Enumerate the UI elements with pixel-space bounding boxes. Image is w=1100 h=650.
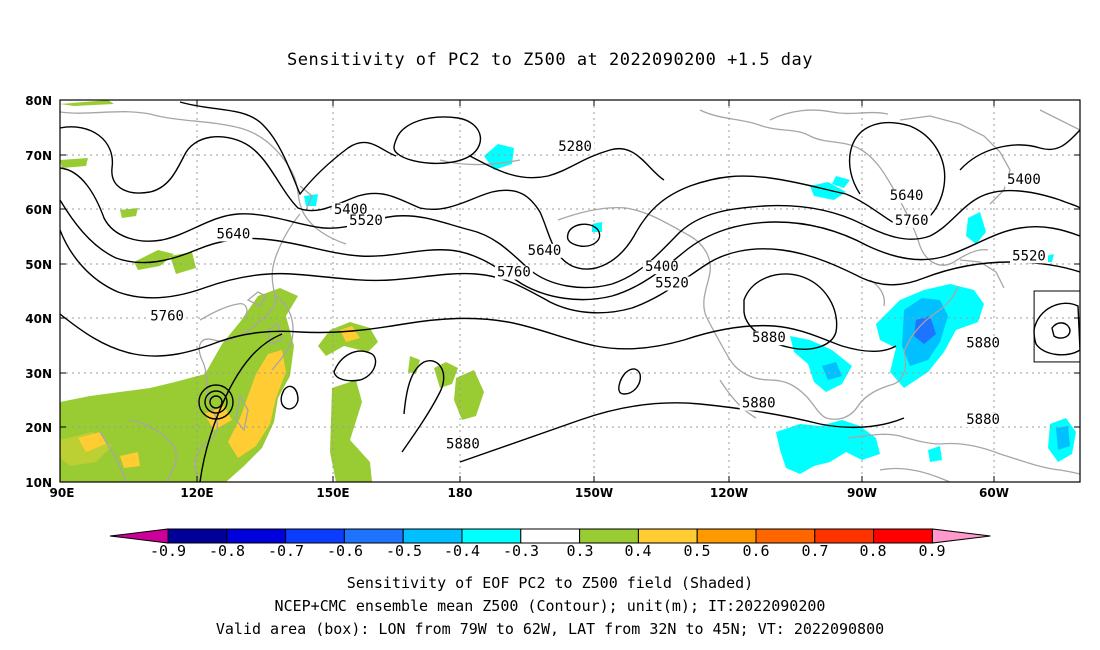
map-frame [59, 99, 1081, 483]
colorbar-label: 0.3 [566, 542, 593, 560]
colorbar-cell [226, 528, 287, 544]
contour-label: 5520 [655, 276, 689, 292]
lat-label: 60N [25, 203, 52, 217]
contour-label-bg [214, 227, 253, 242]
contour-label-bg [443, 437, 482, 452]
contour-label: 5760 [150, 308, 184, 324]
lon-label: 90W [847, 486, 877, 500]
valid-area-box [1033, 290, 1080, 363]
negative-sensitivity-shading [304, 144, 1076, 474]
colorbar-cell [579, 528, 639, 544]
colorbar-label: 0.5 [683, 542, 710, 560]
contour-label: 5520 [1012, 248, 1046, 264]
contour-label-bg [653, 276, 691, 291]
colorbar-cell [755, 528, 816, 544]
contour-label: 5640 [890, 188, 924, 204]
contour-label-bg [1004, 172, 1043, 187]
colorbar-label: -0.5 [386, 542, 422, 560]
contour-label: 5880 [966, 412, 1000, 428]
colorbar-low-triangle [109, 528, 169, 544]
colorbar-label: 0.6 [742, 542, 769, 560]
colorbar-label: -0.7 [268, 542, 304, 560]
lon-label: 60W [979, 486, 1009, 500]
lat-label: 80N [25, 94, 52, 108]
contour-label: 5280 [558, 139, 592, 155]
contour-label-bg [964, 412, 1003, 427]
map-title: Sensitivity of PC2 to Z500 at 2022090200… [286, 50, 813, 70]
z500-contours [60, 101, 1080, 482]
contour-label-bg [892, 213, 931, 228]
contour-label-bg [525, 243, 564, 258]
lon-label: 90E [50, 486, 75, 500]
colorbar-label: 0.8 [859, 542, 886, 560]
lon-label: 120E [180, 486, 213, 500]
colorbar-label: 0.4 [624, 542, 651, 560]
contour-label: 5760 [497, 265, 531, 281]
colorbar-cells [109, 528, 991, 544]
colorbar-cell [402, 528, 463, 544]
colorbar-cell [814, 528, 875, 544]
contour-label: 5880 [966, 336, 1000, 352]
colorbar-cell [520, 528, 581, 544]
contour-label: 5520 [349, 213, 383, 229]
colorbar-high-triangle [931, 528, 991, 544]
colorbar: -0.9 -0.8 -0.7 -0.6 -0.5 -0.4 -0.3 0.3 0… [109, 528, 991, 560]
contour-label: 5400 [645, 259, 679, 275]
contour-label: 5880 [742, 396, 776, 412]
caption-line-2: NCEP+CMC ensemble mean Z500 (Contour); u… [274, 597, 826, 615]
lat-label: 50N [25, 258, 52, 272]
colorbar-labels: -0.9 -0.8 -0.7 -0.6 -0.5 -0.4 -0.3 0.3 0… [150, 542, 946, 560]
contour-label: 5400 [1007, 172, 1041, 188]
colorbar-cell [637, 528, 698, 544]
contour-label-bg [148, 309, 187, 324]
colorbar-label: -0.6 [327, 542, 363, 560]
contour-label-bg [556, 140, 595, 155]
colorbar-label: 0.7 [801, 542, 828, 560]
contour-label: 5640 [217, 226, 251, 242]
colorbar-cell [696, 528, 757, 544]
lat-label: 70N [25, 149, 52, 163]
contour-label: 5880 [446, 437, 480, 453]
colorbar-cell [873, 528, 933, 544]
contour-label-bg [964, 336, 1003, 351]
caption-line-3: Valid area (box): LON from 79W to 62W, L… [215, 620, 885, 638]
lon-label: 150W [575, 486, 613, 500]
lon-label: 150E [316, 486, 349, 500]
contour-label-bg [749, 331, 788, 346]
contour-label-bg [347, 213, 385, 228]
lat-label: 30N [25, 367, 52, 381]
contour-label: 5640 [528, 243, 562, 259]
contour-label-bg [642, 260, 681, 275]
latitude-labels: 80N 70N 60N 50N 40N 30N 20N 10N [25, 94, 52, 490]
colorbar-cell [343, 528, 404, 544]
colorbar-cell [167, 528, 228, 544]
contour-label: 5880 [752, 330, 786, 346]
contour-label-bg [494, 265, 533, 280]
lat-label: 10N [25, 476, 52, 490]
longitude-labels: 90E 120E 150E 180 150W 120W 90W 60W [50, 486, 1009, 500]
colorbar-label: -0.8 [209, 542, 245, 560]
lon-label: 120W [710, 486, 748, 500]
lat-label: 20N [25, 421, 52, 435]
colorbar-label: -0.9 [150, 542, 186, 560]
caption-line-1: Sensitivity of EOF PC2 to Z500 field (Sh… [346, 574, 754, 592]
colorbar-label: 0.9 [918, 542, 945, 560]
contour-label-bg [887, 189, 926, 204]
colorbar-label: -0.4 [444, 542, 480, 560]
lat-label: 40N [25, 312, 52, 326]
contour-label-bg [331, 202, 370, 217]
axis-ticks [60, 99, 1080, 483]
contour-label-bg [739, 396, 778, 411]
contour-label-bg [1010, 249, 1048, 264]
colorbar-cell [285, 528, 345, 544]
colorbar-cell [461, 528, 522, 544]
contour-label: 5760 [895, 213, 929, 229]
colorbar-label: -0.3 [503, 542, 539, 560]
lon-label: 180 [447, 486, 472, 500]
